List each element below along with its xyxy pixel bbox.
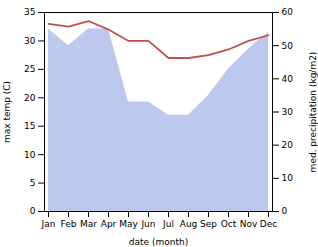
svg-text:Jun: Jun [140,219,155,229]
svg-text:35: 35 [24,7,35,17]
svg-text:15: 15 [24,121,35,131]
svg-text:date (month): date (month) [129,237,188,247]
svg-text:med. precipitation (kg/m2): med. precipitation (kg/m2) [308,52,318,173]
svg-text:20: 20 [282,140,294,150]
svg-text:0: 0 [282,206,288,216]
svg-text:max temp (C): max temp (C) [2,81,12,143]
svg-text:25: 25 [24,64,35,74]
svg-text:Feb: Feb [61,219,77,229]
svg-text:May: May [119,219,138,229]
svg-text:Mar: Mar [80,219,97,229]
svg-text:Oct: Oct [221,219,237,229]
svg-text:5: 5 [30,178,36,188]
svg-text:50: 50 [282,41,294,51]
svg-text:Nov: Nov [240,219,258,229]
svg-text:60: 60 [282,7,294,17]
svg-text:Sep: Sep [200,219,217,229]
svg-text:30: 30 [282,107,294,117]
svg-text:10: 10 [282,173,294,183]
svg-text:Jan: Jan [41,219,56,229]
svg-text:Apr: Apr [101,219,117,229]
svg-text:30: 30 [24,36,36,46]
svg-text:0: 0 [30,206,36,216]
svg-text:10: 10 [24,150,36,160]
svg-text:Aug: Aug [180,219,198,229]
svg-text:20: 20 [24,93,36,103]
svg-text:40: 40 [282,74,294,84]
svg-text:Dec: Dec [260,219,277,229]
svg-text:Jul: Jul [162,219,174,229]
